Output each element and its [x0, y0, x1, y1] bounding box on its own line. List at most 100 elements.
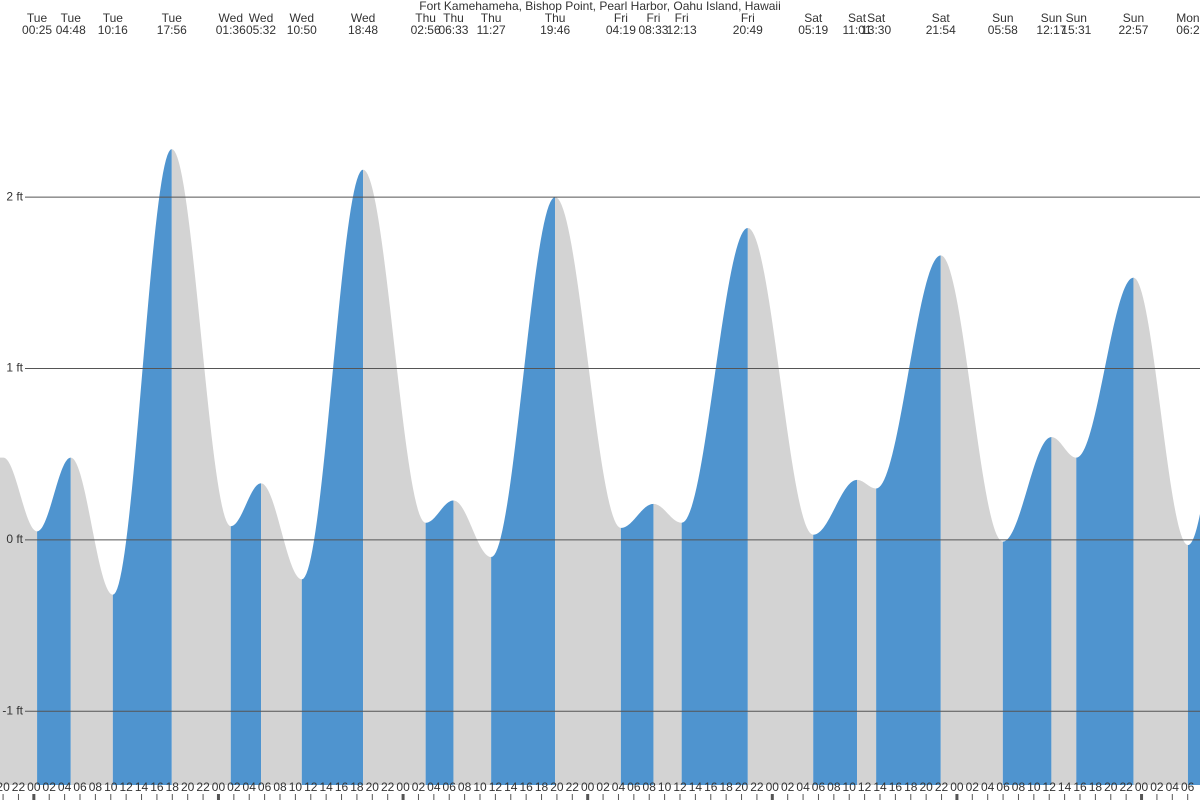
x-tick-label: 14 — [1058, 780, 1072, 794]
falling-area — [70, 457, 113, 785]
x-tick-label: 00 — [766, 780, 780, 794]
overlay: 2 ft1 ft0 ft-1 ft20220002040608101214161… — [0, 11, 1200, 800]
x-tick-label: 04 — [58, 780, 72, 794]
extreme-day: Tue — [162, 11, 183, 25]
x-tick-label: 08 — [827, 780, 841, 794]
extreme-time: 21:54 — [926, 23, 956, 37]
extreme-time: 15:31 — [1061, 23, 1091, 37]
x-tick-label: 18 — [166, 780, 180, 794]
extreme-time: 13:30 — [861, 23, 891, 37]
x-tick-label: 16 — [1073, 780, 1087, 794]
x-tick-label: 04 — [427, 780, 441, 794]
x-tick-label: 06 — [627, 780, 641, 794]
falling-area — [653, 503, 682, 785]
x-tick-label: 04 — [612, 780, 626, 794]
x-tick-label: 20 — [181, 780, 195, 794]
x-tick-label: 06 — [258, 780, 272, 794]
extreme-day: Thu — [481, 11, 502, 25]
extreme-day: Thu — [443, 11, 464, 25]
falling-area — [1051, 437, 1077, 785]
x-tick-label: 02 — [43, 780, 57, 794]
extreme-day: Thu — [545, 11, 566, 25]
x-tick-label: 08 — [89, 780, 103, 794]
rising-area — [112, 149, 172, 785]
x-tick-label: 20 — [366, 780, 380, 794]
x-tick-label: 02 — [596, 780, 610, 794]
x-tick-label: 18 — [350, 780, 364, 794]
x-tick-label: 22 — [196, 780, 210, 794]
x-tick-label: 02 — [1150, 780, 1164, 794]
extreme-time: 00:25 — [22, 23, 52, 37]
x-tick-label: 14 — [135, 780, 149, 794]
x-tick-label: 18 — [1089, 780, 1103, 794]
rising-area — [425, 500, 454, 785]
extreme-day: Fri — [614, 11, 628, 25]
rising-area — [1002, 437, 1052, 785]
extreme-time: 06:33 — [438, 23, 468, 37]
x-tick-label: 02 — [412, 780, 426, 794]
x-tick-label: 06 — [812, 780, 826, 794]
extreme-day: Sun — [1123, 11, 1144, 25]
extreme-time: 05:32 — [246, 23, 276, 37]
extreme-day: Wed — [351, 11, 375, 25]
extreme-day: Wed — [249, 11, 273, 25]
x-tick-label: 20 — [1104, 780, 1118, 794]
extreme-day: Tue — [27, 11, 48, 25]
chart-title: Fort Kamehameha, Bishop Point, Pearl Har… — [419, 0, 781, 13]
falling-area — [0, 457, 38, 785]
x-tick-label: 06 — [1181, 780, 1195, 794]
falling-area — [747, 227, 814, 785]
x-tick-label: 04 — [796, 780, 810, 794]
y-tick-label: 0 ft — [6, 532, 23, 546]
x-tick-label: 16 — [335, 780, 349, 794]
extreme-day: Sat — [932, 11, 951, 25]
falling-area — [363, 169, 426, 785]
x-tick-label: 12 — [304, 780, 318, 794]
x-tick-label: 22 — [1119, 780, 1133, 794]
x-tick-label: 12 — [673, 780, 687, 794]
extreme-day: Fri — [675, 11, 689, 25]
extreme-time: 17:56 — [157, 23, 187, 37]
x-tick-label: 14 — [504, 780, 518, 794]
x-tick-label: 02 — [781, 780, 795, 794]
x-tick-label: 18 — [719, 780, 733, 794]
extreme-day: Sat — [867, 11, 886, 25]
extreme-time: 05:19 — [798, 23, 828, 37]
y-tick-label: 2 ft — [6, 189, 23, 203]
extreme-day: Sun — [992, 11, 1013, 25]
x-tick-label: 00 — [396, 780, 410, 794]
x-tick-label: 02 — [966, 780, 980, 794]
x-tick-label: 08 — [458, 780, 472, 794]
extreme-time: 06:2 — [1176, 23, 1200, 37]
extreme-time: 19:46 — [540, 23, 570, 37]
x-tick-label: 20 — [735, 780, 749, 794]
y-tick-label: 1 ft — [6, 361, 23, 375]
x-tick-label: 22 — [381, 780, 395, 794]
extreme-day: Fri — [741, 11, 755, 25]
extreme-day: Wed — [290, 11, 314, 25]
extreme-time: 18:48 — [348, 23, 378, 37]
x-tick-label: 02 — [227, 780, 241, 794]
rising-area — [230, 483, 262, 785]
extreme-time: 11:27 — [477, 23, 506, 37]
x-tick-label: 00 — [27, 780, 41, 794]
extreme-time: 10:50 — [287, 23, 317, 37]
falling-area — [857, 479, 877, 785]
x-tick-label: 10 — [289, 780, 303, 794]
rising-area — [620, 503, 654, 785]
extreme-time: 01:36 — [216, 23, 246, 37]
extreme-day: Wed — [219, 11, 243, 25]
x-tick-label: 20 — [919, 780, 933, 794]
x-tick-label: 16 — [519, 780, 533, 794]
extreme-day: Sat — [804, 11, 823, 25]
x-tick-label: 00 — [212, 780, 226, 794]
x-tick-label: 16 — [150, 780, 164, 794]
x-tick-label: 14 — [319, 780, 333, 794]
extreme-time: 10:16 — [98, 23, 128, 37]
extreme-day: Tue — [61, 11, 82, 25]
x-tick-label: 10 — [843, 780, 857, 794]
extreme-time: 05:58 — [988, 23, 1018, 37]
extreme-time: 02:56 — [411, 23, 441, 37]
falling-area — [555, 197, 621, 786]
x-tick-label: 18 — [535, 780, 549, 794]
